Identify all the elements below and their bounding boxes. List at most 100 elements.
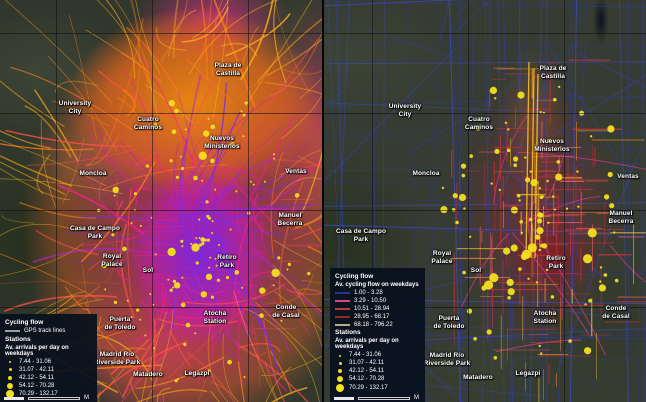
map-label: Ventas xyxy=(285,167,307,175)
map-label: Atocha Station xyxy=(203,309,227,325)
station-class-row: 42.12 - 54.11 xyxy=(335,368,422,374)
station-class-range: 42.12 - 54.11 xyxy=(349,368,384,375)
map-label: Casa de Campo Park xyxy=(69,224,121,240)
map-panel-gps-tracks[interactable]: Plaza de Castilla University City Cuatro C… xyxy=(0,0,322,402)
gps-line-swatch xyxy=(5,330,20,333)
flow-class-range: 1.00 - 3.28 xyxy=(354,290,383,296)
map-label: Matadero xyxy=(133,370,163,378)
station-dot-swatch xyxy=(338,361,342,365)
map-label: Matadero xyxy=(463,373,493,381)
map-label: University City xyxy=(388,102,422,118)
station-class-range: 31.07 - 42.11 xyxy=(349,360,384,367)
station-class-row: 70.29 - 132.17 xyxy=(5,390,94,399)
station-class-row: 70.29 - 132.17 xyxy=(335,384,422,393)
map-label: Sol xyxy=(470,266,482,274)
scale-bar: M xyxy=(334,395,419,401)
map-label: Ventas xyxy=(617,172,639,180)
station-class-row: 42.12 - 54.11 xyxy=(5,375,94,381)
legend-left: Cycling flow GPS track lines Stations Av… xyxy=(0,314,97,402)
legend-right: Cycling flow Av. cycling flow on weekday… xyxy=(330,268,425,402)
station-dot-swatch xyxy=(8,375,12,380)
scale-bar-outline-segment xyxy=(358,396,410,400)
gps-track-lines-label: GPS track lines xyxy=(24,328,66,334)
legend-title: Cycling flow xyxy=(5,319,44,326)
map-label: Conde de Casal xyxy=(602,304,630,320)
map-label: Atocha Station xyxy=(533,309,557,325)
map-label: Royal Palace xyxy=(101,252,123,268)
station-dot-swatch xyxy=(336,384,344,393)
flow-line-swatch xyxy=(335,307,350,310)
flow-class-range: 3.29 - 10.50 xyxy=(354,297,387,304)
scale-bar-unit-label: M xyxy=(414,395,419,401)
flow-class-range: 10.51 - 28.94 xyxy=(354,305,390,312)
map-label: Manuel Becerra xyxy=(277,211,303,227)
scale-bar-solid-segment xyxy=(4,396,24,400)
station-class-row: 54.12 - 70.28 xyxy=(335,376,422,383)
scale-bar-outline-segment xyxy=(28,396,80,400)
flow-class-range: 28.95 - 68.17 xyxy=(354,313,390,320)
station-class-range: 54.12 - 70.28 xyxy=(349,376,385,383)
station-class-range: 7.44 - 31.06 xyxy=(19,358,52,365)
stations-title: Stations xyxy=(5,335,31,343)
flow-line-swatch xyxy=(335,323,350,326)
station-dot-swatch xyxy=(8,368,12,372)
map-label: Legazpi xyxy=(515,369,541,377)
map-label: Legazpi xyxy=(184,369,210,377)
station-dot-swatch xyxy=(9,361,11,364)
station-class-row: 54.12 - 70.28 xyxy=(5,383,94,389)
station-dot-swatch xyxy=(338,369,342,374)
map-label: Cuatro Caminos xyxy=(133,115,163,131)
map-label: Moncloa xyxy=(412,169,440,177)
station-class-range: 42.12 - 54.11 xyxy=(19,374,54,381)
map-label: Retiro Park xyxy=(546,254,566,270)
flow-class-row: 3.29 - 10.50 xyxy=(335,298,422,304)
stations-title: Stations xyxy=(335,329,361,337)
map-label: University City xyxy=(58,99,92,115)
map-label: Cuatro Caminos xyxy=(464,115,494,131)
flow-lines-and-stations-layer xyxy=(324,0,646,402)
panel-divider xyxy=(322,0,324,402)
station-class-row: 31.07 - 42.11 xyxy=(335,360,422,366)
map-label: Casa de Campo Park xyxy=(335,227,387,243)
station-dot-swatch xyxy=(7,382,13,389)
graticule-grid xyxy=(0,0,322,402)
station-class-row: 7.44 - 31.06 xyxy=(335,352,422,358)
map-label: Manuel Becerra xyxy=(608,209,634,225)
map-label: Royal Palace xyxy=(431,249,453,265)
legend-title: Cycling flow xyxy=(335,273,374,280)
station-class-row: 7.44 - 31.06 xyxy=(5,359,94,365)
map-label: Retiro Park xyxy=(217,253,237,269)
map-label: Puerta de Toledo xyxy=(104,315,136,331)
map-label: Plaza de Castilla xyxy=(214,61,242,77)
map-label: Madrid Río Riverside Park xyxy=(93,350,141,366)
map-label: Nuevos Ministerios xyxy=(204,134,240,150)
map-label: Nuevos Ministerios xyxy=(534,137,570,153)
station-classes-list: 7.44 - 31.06 31.07 - 42.11 42.12 - 54.11 54… xyxy=(5,359,94,399)
flow-line-swatch xyxy=(335,292,350,295)
map-label: Sol xyxy=(142,266,154,274)
flow-class-range: 68.18 - 796.22 xyxy=(354,321,393,328)
station-class-range: 7.44 - 31.06 xyxy=(349,352,382,359)
map-label: Conde de Casal xyxy=(272,303,300,319)
scale-bar-solid-segment xyxy=(334,396,354,400)
stations-subtitle: Av. arrivals per day on weekdays xyxy=(335,338,399,351)
map-label: Plaza de Castilla xyxy=(539,64,567,80)
scale-bar-unit-label: M xyxy=(84,395,89,401)
station-class-range: 54.12 - 70.28 xyxy=(19,382,55,389)
map-label: Moncloa xyxy=(79,169,107,177)
map-panel-cycling-flow[interactable]: Plaza de Castilla University City Cuatro C… xyxy=(324,0,646,402)
station-class-range: 70.29 - 132.17 xyxy=(349,384,388,391)
station-dot-swatch xyxy=(6,390,14,399)
station-dot-swatch xyxy=(339,354,341,357)
station-classes-list: 7.44 - 31.06 31.07 - 42.11 42.12 - 54.11 54… xyxy=(335,352,422,393)
scale-bar: M xyxy=(4,395,89,401)
flow-class-row: 28.95 - 68.17 xyxy=(335,314,422,320)
station-dot-swatch xyxy=(337,376,343,383)
flow-class-row: 10.51 - 28.94 xyxy=(335,306,422,312)
station-class-row: 31.07 - 42.11 xyxy=(5,367,94,373)
flow-line-swatch xyxy=(335,315,350,318)
flow-subtitle: Av. cycling flow on weekdays xyxy=(335,282,419,288)
flow-classes-list: 1.00 - 3.28 3.29 - 10.50 10.51 - 28.94 28.9… xyxy=(335,290,422,328)
station-class-range: 70.29 - 132.17 xyxy=(19,391,58,398)
